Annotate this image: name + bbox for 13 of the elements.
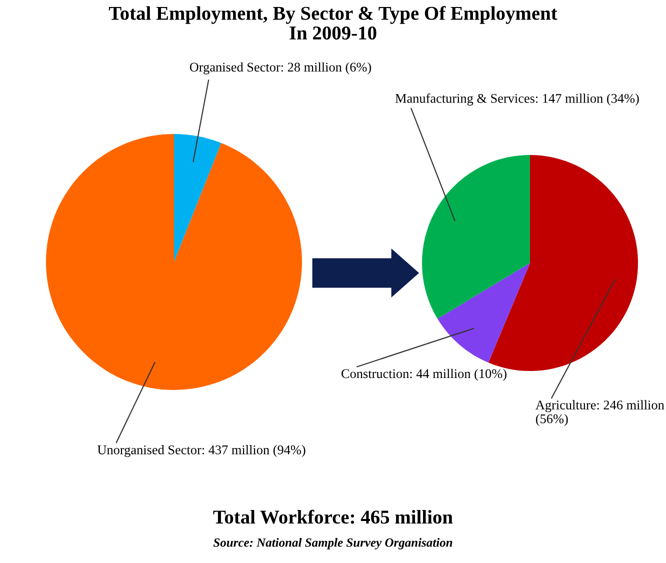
pie-slice [422,155,530,319]
pie-slice [488,155,638,371]
pie-slice [174,134,222,262]
chart-title: Total Employment, By Sector & Type Of Employment In 2009-10 [108,6,558,40]
source-note: Source: National Sample Survey Organisation [213,538,452,550]
slice-label: Agriculture: 246 million (56%) [536,400,664,426]
pie-slice [438,263,530,363]
slice-label: Construction: 44 million (10%) [342,368,506,381]
text: Total Workforce: 465 million [213,510,453,524]
slice-label: Organised Sector: 28 million (6%) [190,62,372,74]
pie-slice [46,134,302,390]
slice-label: Unorganised Sector: 437 million (94%) [97,445,306,458]
slice-label: Manufacturing & Services: 147 million (34%) [395,93,639,106]
